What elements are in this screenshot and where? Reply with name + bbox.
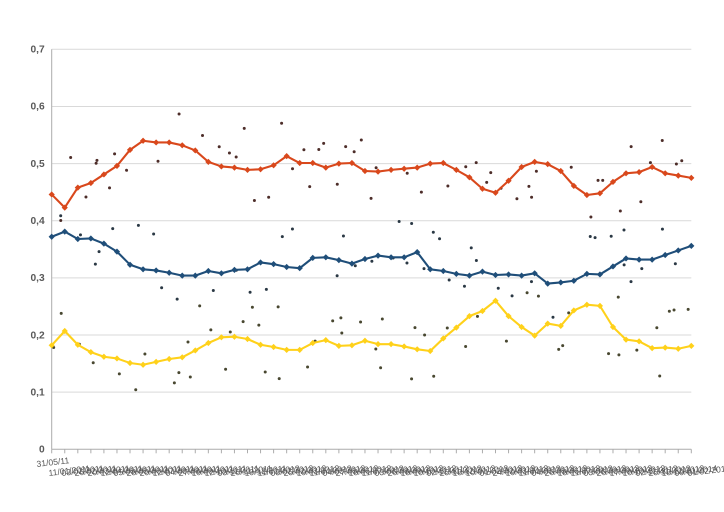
svg-text:0,2: 0,2 (31, 330, 45, 341)
svg-text:0,5: 0,5 (31, 159, 45, 170)
svg-text:0,4: 0,4 (31, 216, 45, 227)
svg-text:0,1: 0,1 (31, 388, 45, 399)
svg-text:0,7: 0,7 (31, 45, 45, 56)
svg-text:0,6: 0,6 (31, 102, 45, 113)
svg-text:0,3: 0,3 (31, 273, 45, 284)
svg-text:0: 0 (39, 445, 45, 456)
